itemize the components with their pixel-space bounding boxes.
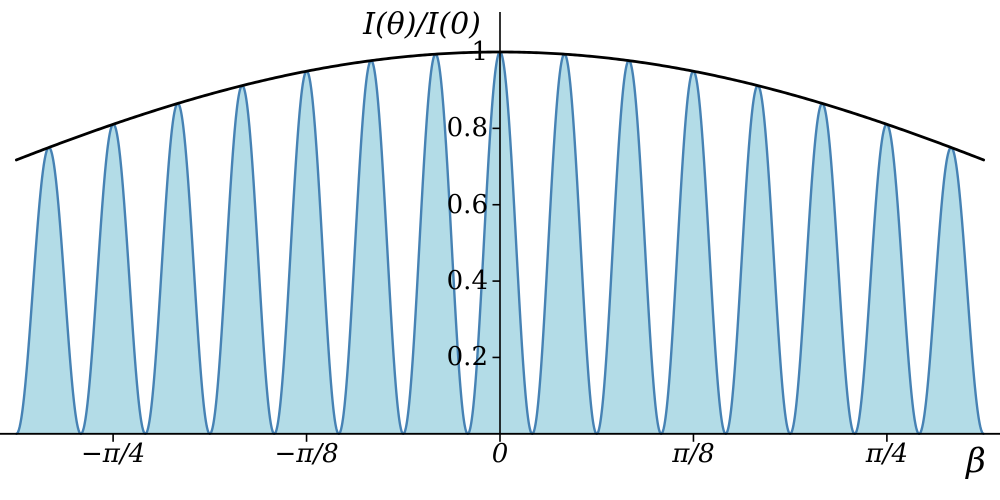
x-tick-label: −π/4 xyxy=(81,439,146,469)
x-tick-label: π/8 xyxy=(672,439,715,469)
y-tick-label: 0.8 xyxy=(446,113,488,144)
y-tick-label: 0.6 xyxy=(446,189,488,220)
chart-title: I(θ)/I(0) xyxy=(363,7,481,42)
x-axis-label: β xyxy=(966,441,986,481)
axis-tick-marks xyxy=(112,51,888,442)
x-tick-label: π/4 xyxy=(865,439,909,469)
x-tick-label: −π/8 xyxy=(274,439,339,469)
y-tick-label: 1 xyxy=(471,37,488,67)
x-tick-label: 0 xyxy=(491,439,509,469)
y-tick-label: 0.4 xyxy=(446,266,488,297)
y-tick-label: 0.2 xyxy=(446,342,488,373)
